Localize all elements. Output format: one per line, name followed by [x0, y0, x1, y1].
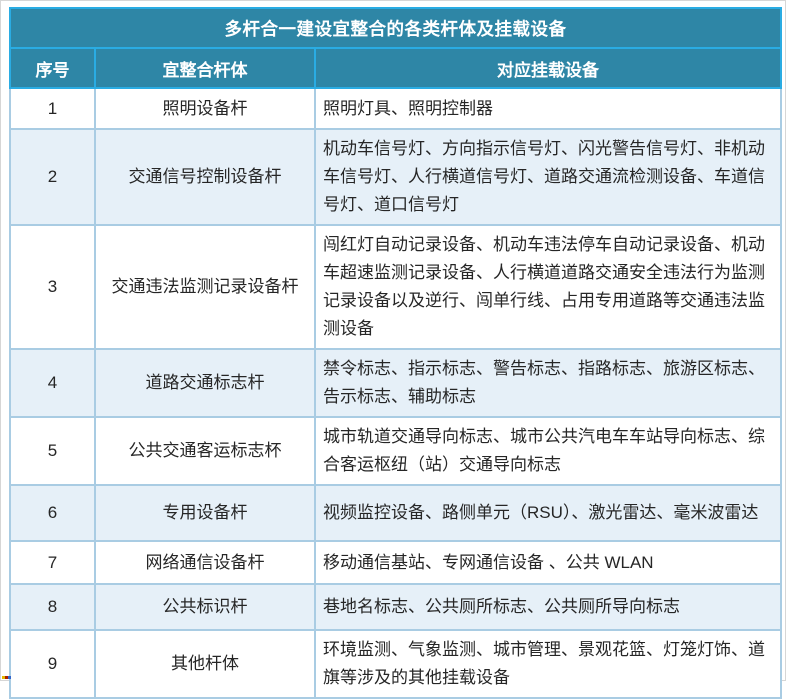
row-devices: 闯红灯自动记录设备、机动车违法停车自动记录设备、机动车超速监测记录设备、人行横道… [313, 224, 783, 350]
row-devices: 移动通信基站、专网通信设备 、公共 WLAN [313, 540, 783, 585]
table-row: 3 交通违法监测记录设备杆 闯红灯自动记录设备、机动车违法停车自动记录设备、机动… [9, 224, 783, 350]
table-title-row: 多杆合一建设宜整合的各类杆体及挂载设备 [8, 7, 783, 49]
row-pole-type: 网络通信设备杆 [94, 540, 316, 585]
row-pole-type: 交通信号控制设备杆 [94, 128, 316, 226]
row-devices: 机动车信号灯、方向指示信号灯、闪光警告信号灯、非机动车信号灯、人行横道信号灯、道… [313, 128, 783, 226]
row-number: 8 [9, 583, 96, 631]
screenshot-artifact [2, 676, 11, 679]
row-number: 4 [9, 348, 96, 418]
row-number: 9 [9, 629, 96, 699]
row-number: 3 [9, 224, 96, 350]
row-devices: 禁令标志、指示标志、警告标志、指路标志、旅游区标志、告示标志、辅助标志 [313, 348, 783, 418]
row-pole-type: 道路交通标志杆 [94, 348, 316, 418]
row-number: 6 [9, 484, 96, 542]
table-title: 多杆合一建设宜整合的各类杆体及挂载设备 [8, 7, 783, 49]
table-row: 5 公共交通客运标志杯 城市轨道交通导向标志、城市公共汽电车车站导向标志、综合客… [9, 416, 783, 486]
row-pole-type: 其他杆体 [94, 629, 316, 699]
row-devices: 照明灯具、照明控制器 [313, 87, 783, 130]
row-devices: 巷地名标志、公共厕所标志、公共厕所导向标志 [313, 583, 783, 631]
table-row: 1 照明设备杆 照明灯具、照明控制器 [9, 87, 783, 130]
pole-integration-table-container: 多杆合一建设宜整合的各类杆体及挂载设备 序号 宜整合杆体 对应挂载设备 1 照明… [8, 7, 783, 699]
row-devices: 城市轨道交通导向标志、城市公共汽电车车站导向标志、综合客运枢纽（站）交通导向标志 [313, 416, 783, 486]
table-row: 6 专用设备杆 视频监控设备、路侧单元（RSU）、激光雷达、毫米波雷达 [9, 484, 783, 542]
table-row: 8 公共标识杆 巷地名标志、公共厕所标志、公共厕所导向标志 [9, 583, 783, 631]
row-pole-type: 公共标识杆 [94, 583, 316, 631]
header-mounted-devices: 对应挂载设备 [313, 47, 783, 89]
row-pole-type: 专用设备杆 [94, 484, 316, 542]
table-row: 9 其他杆体 环境监测、气象监测、城市管理、景观花篮、灯笼灯饰、道旗等涉及的其他… [9, 629, 783, 699]
row-pole-type: 公共交通客运标志杯 [94, 416, 316, 486]
table-header-row: 序号 宜整合杆体 对应挂载设备 [9, 47, 783, 89]
row-number: 1 [9, 87, 96, 130]
row-devices: 视频监控设备、路侧单元（RSU）、激光雷达、毫米波雷达 [313, 484, 783, 542]
row-devices: 环境监测、气象监测、城市管理、景观花篮、灯笼灯饰、道旗等涉及的其他挂载设备 [313, 629, 783, 699]
table-row: 7 网络通信设备杆 移动通信基站、专网通信设备 、公共 WLAN [9, 540, 783, 585]
row-number: 5 [9, 416, 96, 486]
header-pole-type: 宜整合杆体 [94, 47, 316, 89]
row-number: 7 [9, 540, 96, 585]
row-pole-type: 交通违法监测记录设备杆 [94, 224, 316, 350]
pole-integration-table: 多杆合一建设宜整合的各类杆体及挂载设备 序号 宜整合杆体 对应挂载设备 1 照明… [8, 7, 783, 699]
row-pole-type: 照明设备杆 [94, 87, 316, 130]
table-row: 4 道路交通标志杆 禁令标志、指示标志、警告标志、指路标志、旅游区标志、告示标志… [9, 348, 783, 418]
table-row: 2 交通信号控制设备杆 机动车信号灯、方向指示信号灯、闪光警告信号灯、非机动车信… [9, 128, 783, 226]
row-number: 2 [9, 128, 96, 226]
header-serial-no: 序号 [9, 47, 96, 89]
